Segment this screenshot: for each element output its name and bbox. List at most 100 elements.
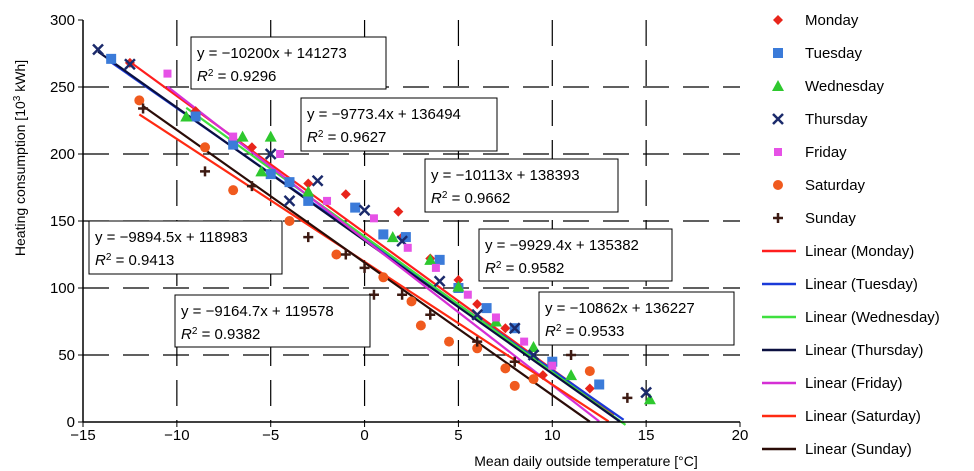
data-point <box>433 275 446 288</box>
data-point <box>397 289 408 300</box>
legend-label: Friday <box>805 144 847 161</box>
data-point <box>393 206 404 217</box>
data-point <box>359 262 370 273</box>
x-tick-label: 15 <box>638 427 655 444</box>
data-point <box>508 322 521 335</box>
legend-label: Monday <box>805 12 859 29</box>
data-point <box>323 196 332 205</box>
data-point <box>378 229 389 240</box>
data-point <box>463 290 472 299</box>
data-point <box>527 349 540 361</box>
data-point <box>284 216 295 226</box>
annotation-box <box>174 294 371 348</box>
data-point <box>368 289 379 300</box>
annotation-box <box>190 36 387 90</box>
data-point <box>200 142 211 153</box>
r-squared: R2 = 0.9382 <box>181 326 260 344</box>
data-point <box>520 337 529 346</box>
y-tick-label: 100 <box>50 280 75 297</box>
x-tick-label: −5 <box>262 427 279 444</box>
data-point <box>406 296 417 307</box>
data-point <box>500 323 511 334</box>
legend-label: Linear (Sunday) <box>805 441 912 458</box>
x-axis-title: Mean daily outside temperature [°C] <box>474 453 698 469</box>
x-tick-label: −15 <box>70 427 95 444</box>
data-point <box>106 53 117 64</box>
regression-annotation: y = −9929.4x + 135382 R2 = 0.9582 <box>478 228 673 282</box>
data-point <box>481 303 492 314</box>
trend-line <box>142 105 591 423</box>
regression-annotations: y = −10200x + 141273 R2 = 0.9296 y = −9773… <box>88 36 735 348</box>
data-point <box>134 95 145 106</box>
data-point <box>548 361 557 370</box>
regression-annotation: y = −10113x + 138393 R2 = 0.9662 <box>424 158 619 213</box>
data-point <box>311 174 324 187</box>
data-point <box>566 350 577 360</box>
data-point <box>265 169 276 180</box>
y-tick-label: 250 <box>50 79 75 96</box>
y-axis-title-unit: kWh] <box>12 60 28 96</box>
data-point <box>369 214 378 223</box>
data-point <box>358 204 371 217</box>
r-squared: R2 = 0.9662 <box>431 190 510 208</box>
data-point <box>386 231 399 243</box>
trend-line <box>185 106 627 426</box>
legend-label: Tuesday <box>805 45 862 62</box>
data-point <box>283 195 296 207</box>
x-tick-label: −10 <box>164 427 189 444</box>
data-point <box>547 356 558 367</box>
data-point <box>594 379 605 390</box>
legend-marker <box>772 80 784 91</box>
legend-label: Sunday <box>805 210 856 227</box>
x-tick-label: 20 <box>732 427 749 444</box>
y-tick-label: 300 <box>50 12 75 29</box>
data-point <box>180 110 193 122</box>
data-point <box>246 142 257 153</box>
regression-annotation: y = −9894.5x + 118983 R2 = 0.9413 <box>88 220 283 275</box>
data-point <box>92 43 104 56</box>
data-point <box>124 58 136 71</box>
regression-annotation: y = −10862x + 136227 R2 = 0.9533 <box>538 291 735 346</box>
legend-marker <box>773 213 783 223</box>
regression-equation: y = −9773.4x + 136494 <box>307 106 461 123</box>
data-point <box>200 166 211 177</box>
data-point <box>163 69 172 78</box>
data-point <box>246 181 257 192</box>
data-point <box>236 130 249 142</box>
r-squared: R2 = 0.9413 <box>95 252 174 270</box>
data-point <box>255 165 268 177</box>
data-point <box>528 374 539 385</box>
legend-label: Wednesday <box>805 78 884 95</box>
y-axis-title-main: Heating consumption [10 <box>12 101 28 256</box>
regression-equation: y = −9929.4x + 135382 <box>485 237 639 254</box>
data-point <box>472 299 483 310</box>
data-point <box>284 177 295 188</box>
data-point <box>303 178 314 189</box>
data-point <box>509 380 520 391</box>
regression-equation: y = −9894.5x + 118983 <box>95 229 248 246</box>
grid-lines <box>83 20 740 422</box>
legend-label: Linear (Thursday) <box>805 342 923 359</box>
data-point <box>350 202 361 213</box>
y-tick-label: 0 <box>67 414 75 431</box>
data-point <box>471 308 484 321</box>
y-tick-label: 50 <box>58 347 75 364</box>
x-tick-label: 0 <box>360 427 368 444</box>
regression-annotation: y = −9164.7x + 119578 R2 = 0.9382 <box>174 294 371 348</box>
trend-line <box>166 85 600 423</box>
data-point <box>640 386 653 399</box>
legend-marker <box>773 180 783 190</box>
data-point <box>453 274 464 285</box>
regression-equation: y = −10113x + 138393 <box>431 167 580 184</box>
data-point <box>527 340 540 352</box>
r-squared: R2 = 0.9533 <box>545 323 624 341</box>
x-tick-label: 5 <box>454 427 462 444</box>
data-point <box>303 232 314 243</box>
data-point <box>472 343 483 354</box>
annotation-box <box>538 291 735 346</box>
data-point <box>434 254 445 265</box>
data-point <box>229 132 238 141</box>
annotation-box <box>478 228 673 282</box>
data-point <box>264 130 277 142</box>
data-point <box>276 150 285 158</box>
